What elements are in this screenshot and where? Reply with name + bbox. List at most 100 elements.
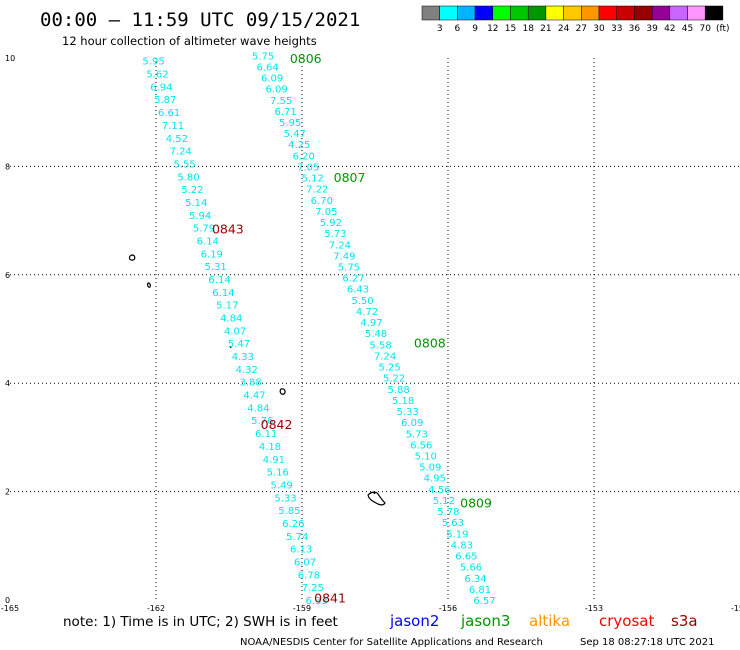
- colorbar-swatch: [457, 5, 476, 21]
- colorbar-label: 45: [682, 24, 693, 34]
- wave-height-value: 5.48: [365, 329, 387, 340]
- legend-jason2: jason2: [389, 612, 439, 630]
- wave-height-value: 6.07: [294, 557, 316, 568]
- y-tick-label: 8: [5, 162, 10, 171]
- wave-height-value: 5.12: [433, 496, 455, 507]
- wave-height-values: 5.955.626.945.876.617.114.527.245.555.80…: [142, 51, 495, 607]
- wave-height-value: 5.10: [415, 451, 437, 462]
- wave-height-value: 4.95: [424, 474, 446, 485]
- footer-timestamp: Sep 18 08:27:18 UTC 2021: [580, 637, 714, 648]
- wave-height-value: 5.73: [324, 229, 346, 240]
- wave-height-value: 6.19: [201, 249, 223, 260]
- wave-height-value: 6.09: [265, 85, 287, 96]
- colorbar-label: 27: [576, 24, 587, 34]
- colorbar-swatch: [563, 5, 582, 21]
- wave-height-value: 5.14: [185, 198, 207, 209]
- wave-height-value: 7.49: [333, 251, 355, 262]
- wave-height-value: 7.25: [302, 583, 324, 594]
- wave-height-value: 5.75: [252, 51, 274, 62]
- pass-time-label: 0806: [290, 51, 322, 66]
- wave-height-value: 5.31: [205, 262, 227, 273]
- wave-height-value: 5.17: [216, 301, 238, 312]
- time-labels: 0843 0842 0841 0806 0807 0808 0809: [212, 51, 492, 605]
- legend-s3a: s3a: [671, 612, 698, 630]
- wave-height-value: 6.78: [298, 570, 320, 581]
- colorbar-swatch: [598, 5, 617, 21]
- wave-height-value: 6.81: [469, 585, 491, 596]
- wave-height-value: 5.75: [338, 263, 360, 274]
- colorbar-swatch: [510, 5, 529, 21]
- wave-height-value: 5.09: [419, 463, 441, 474]
- wave-height-value: 4.72: [356, 307, 378, 318]
- colorbar-label: 36: [629, 24, 641, 34]
- colorbar-label: 9: [472, 24, 478, 34]
- wave-height-value: 6.20: [293, 151, 315, 162]
- wave-height-value: 5.76: [251, 416, 273, 427]
- wave-height-value: 6.09: [401, 418, 423, 429]
- wave-height-value: 4.25: [288, 140, 310, 151]
- wave-height-value: 7.24: [374, 351, 396, 362]
- wave-height-value: 5.22: [383, 374, 405, 385]
- wave-height-value: 4.83: [451, 540, 473, 551]
- wave-height-value: 6.11: [255, 429, 277, 440]
- grid: [10, 58, 740, 600]
- wave-height-value: 4.32: [236, 365, 258, 376]
- wave-height-value: 5.33: [397, 407, 419, 418]
- colorbar-label: 18: [522, 24, 534, 34]
- wave-height-value: 5.47: [284, 129, 306, 140]
- pass-time-label: 0807: [334, 170, 366, 185]
- wave-height-value: 4.33: [232, 352, 254, 363]
- colorbar-label: 21: [540, 24, 551, 34]
- wave-height-value: 5.55: [173, 159, 195, 170]
- x-tick-label: -159: [293, 604, 311, 613]
- colorbar-unit: (ft): [716, 24, 730, 34]
- legend-cryosat: cryosat: [599, 612, 654, 630]
- island-necker: [279, 388, 286, 395]
- colorbar-swatch: [651, 5, 671, 21]
- colorbar-swatch: [669, 5, 688, 21]
- wave-height-value: 5.49: [271, 480, 293, 491]
- colorbar-swatch: [581, 5, 600, 21]
- wave-height-value: 7.55: [270, 96, 292, 107]
- wave-height-value: 7.05: [297, 162, 319, 173]
- wave-height-value: 5.22: [181, 185, 203, 196]
- wave-height-value: 6.43: [347, 285, 369, 296]
- chart-subtitle: 12 hour collection of altimeter wave hei…: [62, 34, 317, 48]
- colorbar-swatch: [527, 5, 547, 21]
- wave-height-value: 6.09: [261, 74, 283, 85]
- y-tick-label: 10: [5, 54, 15, 63]
- colorbar-label: 70: [699, 24, 711, 34]
- wave-height-value: 7.24: [329, 240, 351, 251]
- wave-height-value: 6.57: [473, 596, 495, 607]
- footer-credit: NOAA/NESDIS Center for Satellite Applica…: [240, 637, 543, 648]
- x-tick-label: -156: [439, 604, 457, 613]
- wave-height-value: 4.97: [360, 318, 382, 329]
- colorbar-swatch: [474, 5, 494, 21]
- colorbar-swatch: [616, 5, 635, 21]
- wave-height-value: 5.25: [378, 363, 400, 374]
- colorbar-label: 3: [437, 24, 443, 34]
- wave-height-value: 5.85: [278, 506, 300, 517]
- wave-height-value: 6.27: [342, 274, 364, 285]
- wave-height-value: 4.84: [247, 403, 269, 414]
- wave-height-value: 4.56: [428, 485, 450, 496]
- wave-height-value: 5.95: [279, 118, 301, 129]
- wave-height-value: 7.24: [170, 147, 192, 158]
- island-kauai: [128, 254, 136, 261]
- wave-height-value: 6.34: [464, 574, 486, 585]
- pass-time-label: 0841: [314, 590, 346, 605]
- footer-note: note: 1) Time is in UTC; 2) SWH is in fe…: [63, 614, 338, 630]
- wave-height-value: 5.78: [437, 507, 459, 518]
- colorbar-label: 42: [664, 24, 675, 34]
- wave-height-value: 6.14: [197, 236, 219, 247]
- wave-height-value: 5.92: [320, 218, 342, 229]
- wave-height-value: 7.05: [315, 207, 337, 218]
- colorbar-swatch: [492, 5, 511, 21]
- wave-height-value: 3.88: [239, 378, 261, 389]
- colorbar-swatch: [545, 5, 564, 21]
- pass-time-label: 0808: [414, 336, 446, 351]
- wave-height-value: 5.79: [193, 224, 215, 235]
- wave-height-value: 5.47: [228, 339, 250, 350]
- wave-height-value: 5.63: [442, 518, 464, 529]
